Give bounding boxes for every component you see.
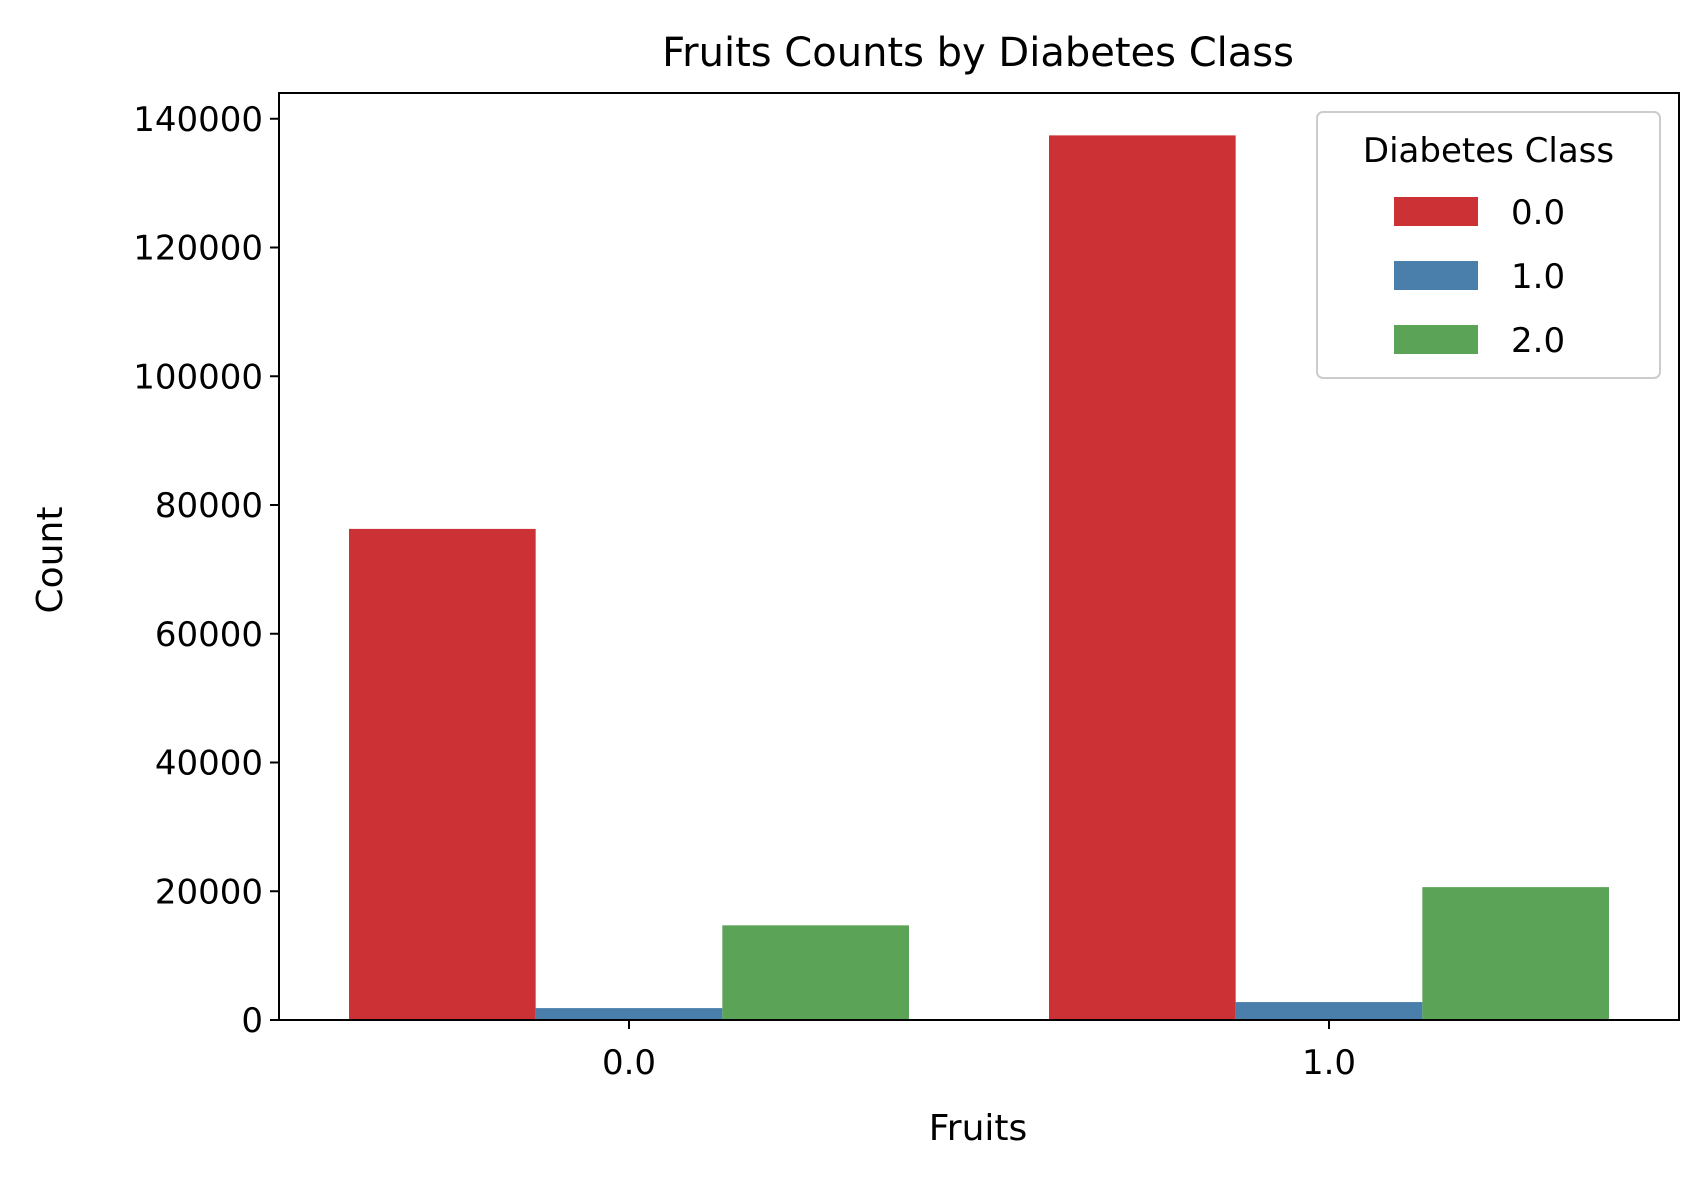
plot-frame bbox=[278, 92, 1680, 1021]
bar-fruits-0.0-class-0.0 bbox=[349, 528, 536, 1020]
chart-title: Fruits Counts by Diabetes Class bbox=[662, 30, 1294, 76]
x-tick-label: 0.0 bbox=[602, 1043, 656, 1083]
y-tick-label: 100000 bbox=[133, 357, 263, 397]
x-axis-ticks: 0.0 1.0 bbox=[602, 1020, 1356, 1083]
y-tick-label: 20000 bbox=[155, 872, 263, 912]
bars bbox=[349, 135, 1609, 1020]
bar-fruits-1.0-class-2.0 bbox=[1422, 887, 1609, 1020]
bar-fruits-0.0-class-2.0 bbox=[722, 925, 909, 1020]
y-axis-label: Count bbox=[30, 507, 71, 614]
legend-title: Diabetes Class bbox=[1363, 131, 1614, 171]
legend-box bbox=[1316, 111, 1661, 379]
legend-label: 1.0 bbox=[1511, 257, 1565, 297]
x-axis-label: Fruits bbox=[929, 1108, 1028, 1149]
y-tick-label: 0 bbox=[241, 1001, 263, 1041]
legend-label: 2.0 bbox=[1511, 321, 1565, 361]
y-tick-label: 60000 bbox=[155, 615, 263, 655]
legend-swatch-1.0 bbox=[1394, 261, 1478, 290]
legend-swatch-2.0 bbox=[1394, 325, 1478, 354]
y-tick-label: 40000 bbox=[155, 744, 263, 784]
legend: Diabetes Class 0.0 1.0 2.0 bbox=[1316, 111, 1661, 379]
x-tick-label: 1.0 bbox=[1302, 1043, 1356, 1083]
y-tick-label: 80000 bbox=[155, 486, 263, 526]
y-tick-label: 120000 bbox=[133, 229, 263, 269]
y-tick-label: 140000 bbox=[133, 100, 263, 140]
bar-fruits-1.0-class-0.0 bbox=[1049, 135, 1236, 1020]
bar-fruits-0.0-class-1.0 bbox=[535, 1008, 723, 1020]
bar-fruits-1.0-class-1.0 bbox=[1235, 1002, 1423, 1020]
legend-swatch-0.0 bbox=[1394, 197, 1478, 226]
legend-label: 0.0 bbox=[1511, 193, 1565, 233]
y-axis-ticks: 0 20000 40000 60000 80000 100000 120000 140000 bbox=[133, 100, 279, 1041]
